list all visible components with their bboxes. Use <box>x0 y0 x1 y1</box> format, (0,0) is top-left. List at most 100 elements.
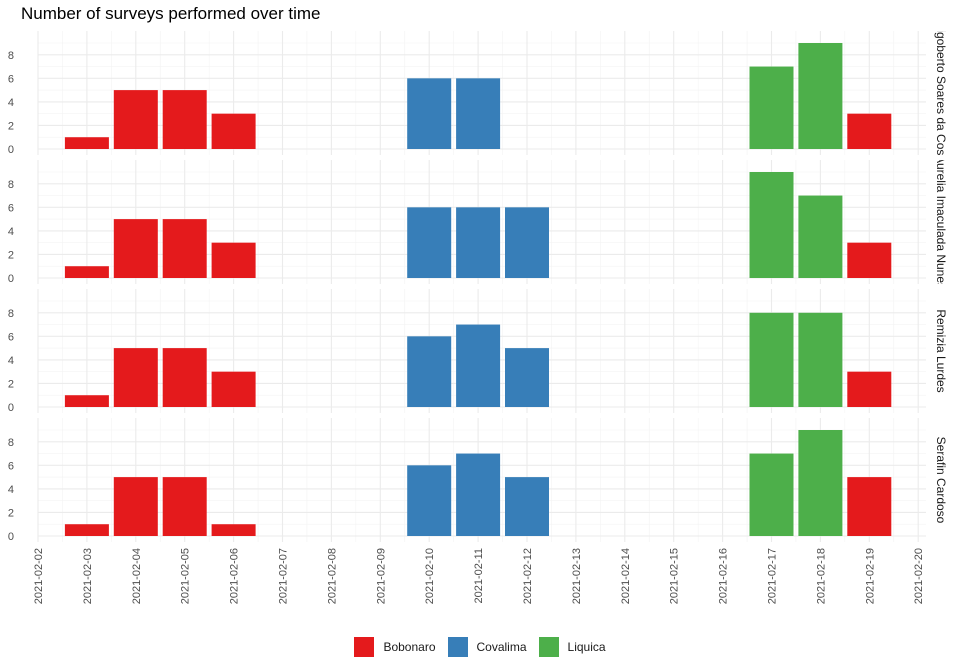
x-tick-label: 2021-02-03 <box>82 548 94 604</box>
bar <box>505 477 549 536</box>
x-tick-label: 2021-02-10 <box>424 548 436 604</box>
bar <box>407 78 452 149</box>
x-tick-label: 2021-02-04 <box>131 548 143 604</box>
bar <box>64 395 109 407</box>
facet-strip-label: Remizia Lurdes <box>934 309 948 392</box>
bar <box>162 219 207 278</box>
bar <box>162 90 207 149</box>
x-tick-label: 2021-02-13 <box>571 548 583 604</box>
legend-item: Liquica <box>538 637 606 657</box>
x-tick-label: 2021-02-07 <box>278 548 290 604</box>
bar <box>749 66 794 149</box>
legend-item: Bobonaro <box>354 637 436 657</box>
bar <box>211 242 256 278</box>
y-tick-label: 4 <box>8 226 14 238</box>
strip-label-group: Serafin Cardoso <box>934 437 948 524</box>
bar <box>798 195 843 278</box>
x-tick-label: 2021-02-19 <box>864 548 876 604</box>
y-tick-label: 0 <box>8 144 14 156</box>
bar <box>162 477 207 536</box>
bar <box>749 312 794 407</box>
x-tick-label: 2021-02-16 <box>718 548 730 604</box>
x-tick-label: 2021-02-15 <box>669 548 681 604</box>
x-tick-label: 2021-02-17 <box>767 548 779 604</box>
facet-panel: 0 2 4 6 8 <box>8 160 926 285</box>
facet-strip-label: Aurelia Imaculada Nunes <box>934 155 948 289</box>
x-tick-label: 2021-02-08 <box>326 548 338 604</box>
x-tick-label: 2021-02-02 <box>33 548 45 604</box>
facet-panel: 0 2 4 6 8 <box>8 31 926 156</box>
strip-label-group: Aurelia Imaculada Nunes <box>934 155 948 289</box>
bar <box>456 453 501 536</box>
bar <box>113 348 158 407</box>
x-tick-label: 2021-02-12 <box>522 548 534 604</box>
bar <box>64 524 109 536</box>
x-tick-label: 2021-02-05 <box>180 548 192 604</box>
x-tick-label: 2021-02-20 <box>913 548 925 604</box>
x-tick-label: 2021-02-09 <box>375 548 387 604</box>
y-tick-label: 4 <box>8 97 14 109</box>
y-tick-label: 4 <box>8 355 14 367</box>
facet-panel: 0 2 4 6 8 <box>8 289 926 414</box>
bar <box>749 172 794 278</box>
y-tick-label: 4 <box>8 484 14 496</box>
x-tick-label: 2021-02-06 <box>229 548 241 604</box>
legend-key <box>447 637 468 657</box>
y-tick-label: 8 <box>8 437 14 449</box>
y-tick-label: 6 <box>8 73 14 85</box>
bar <box>456 324 501 407</box>
y-tick-label: 6 <box>8 460 14 472</box>
x-tick-label: 2021-02-14 <box>620 548 632 604</box>
legend-label: Bobonaro <box>383 640 436 654</box>
bar <box>798 312 843 407</box>
bar <box>113 219 158 278</box>
y-tick-label: 8 <box>8 179 14 191</box>
bar <box>407 336 452 407</box>
bar <box>456 78 501 149</box>
y-tick-label: 2 <box>8 249 14 261</box>
legend: Bobonaro Covalima Liquica <box>0 636 960 658</box>
bar <box>798 43 843 149</box>
bar <box>798 430 843 536</box>
y-tick-label: 6 <box>8 331 14 343</box>
bar <box>847 477 892 536</box>
y-tick-label: 6 <box>8 202 14 214</box>
bar <box>407 465 452 536</box>
legend-key <box>354 637 375 657</box>
bar <box>162 348 207 407</box>
bar <box>847 371 892 407</box>
y-tick-label: 2 <box>8 378 14 390</box>
bar <box>505 348 549 407</box>
y-tick-label: 0 <box>8 531 14 543</box>
bar <box>64 266 109 278</box>
facet-strip-label: Serafin Cardoso <box>934 437 948 524</box>
bar <box>505 207 549 278</box>
legend-label: Liquica <box>567 640 606 654</box>
bar <box>847 242 892 278</box>
legend-label: Covalima <box>476 640 527 654</box>
y-tick-label: 8 <box>8 308 14 320</box>
bar <box>749 453 794 536</box>
strip-label-group: Rigoberto Soares da Costa <box>934 21 948 166</box>
bar <box>456 207 501 278</box>
bar <box>64 137 109 149</box>
bar <box>847 113 892 149</box>
bar <box>211 524 256 536</box>
chart-title: Number of surveys performed over time <box>21 4 321 23</box>
x-tick-label: 2021-02-18 <box>815 548 827 604</box>
strip-label-group: Remizia Lurdes <box>934 309 948 392</box>
bar <box>113 90 158 149</box>
legend-item: Covalima <box>447 637 527 657</box>
legend-key <box>538 637 559 657</box>
facet-strip-label: Rigoberto Soares da Costa <box>934 21 948 166</box>
y-tick-label: 2 <box>8 120 14 132</box>
bar <box>113 477 158 536</box>
facet-panel: 0 2 4 6 8 <box>8 418 926 543</box>
y-tick-label: 2 <box>8 507 14 519</box>
x-tick-label: 2021-02-11 <box>473 548 485 603</box>
bar <box>211 371 256 407</box>
y-tick-label: 0 <box>8 402 14 414</box>
y-tick-label: 0 <box>8 273 14 285</box>
y-tick-label: 8 <box>8 50 14 62</box>
